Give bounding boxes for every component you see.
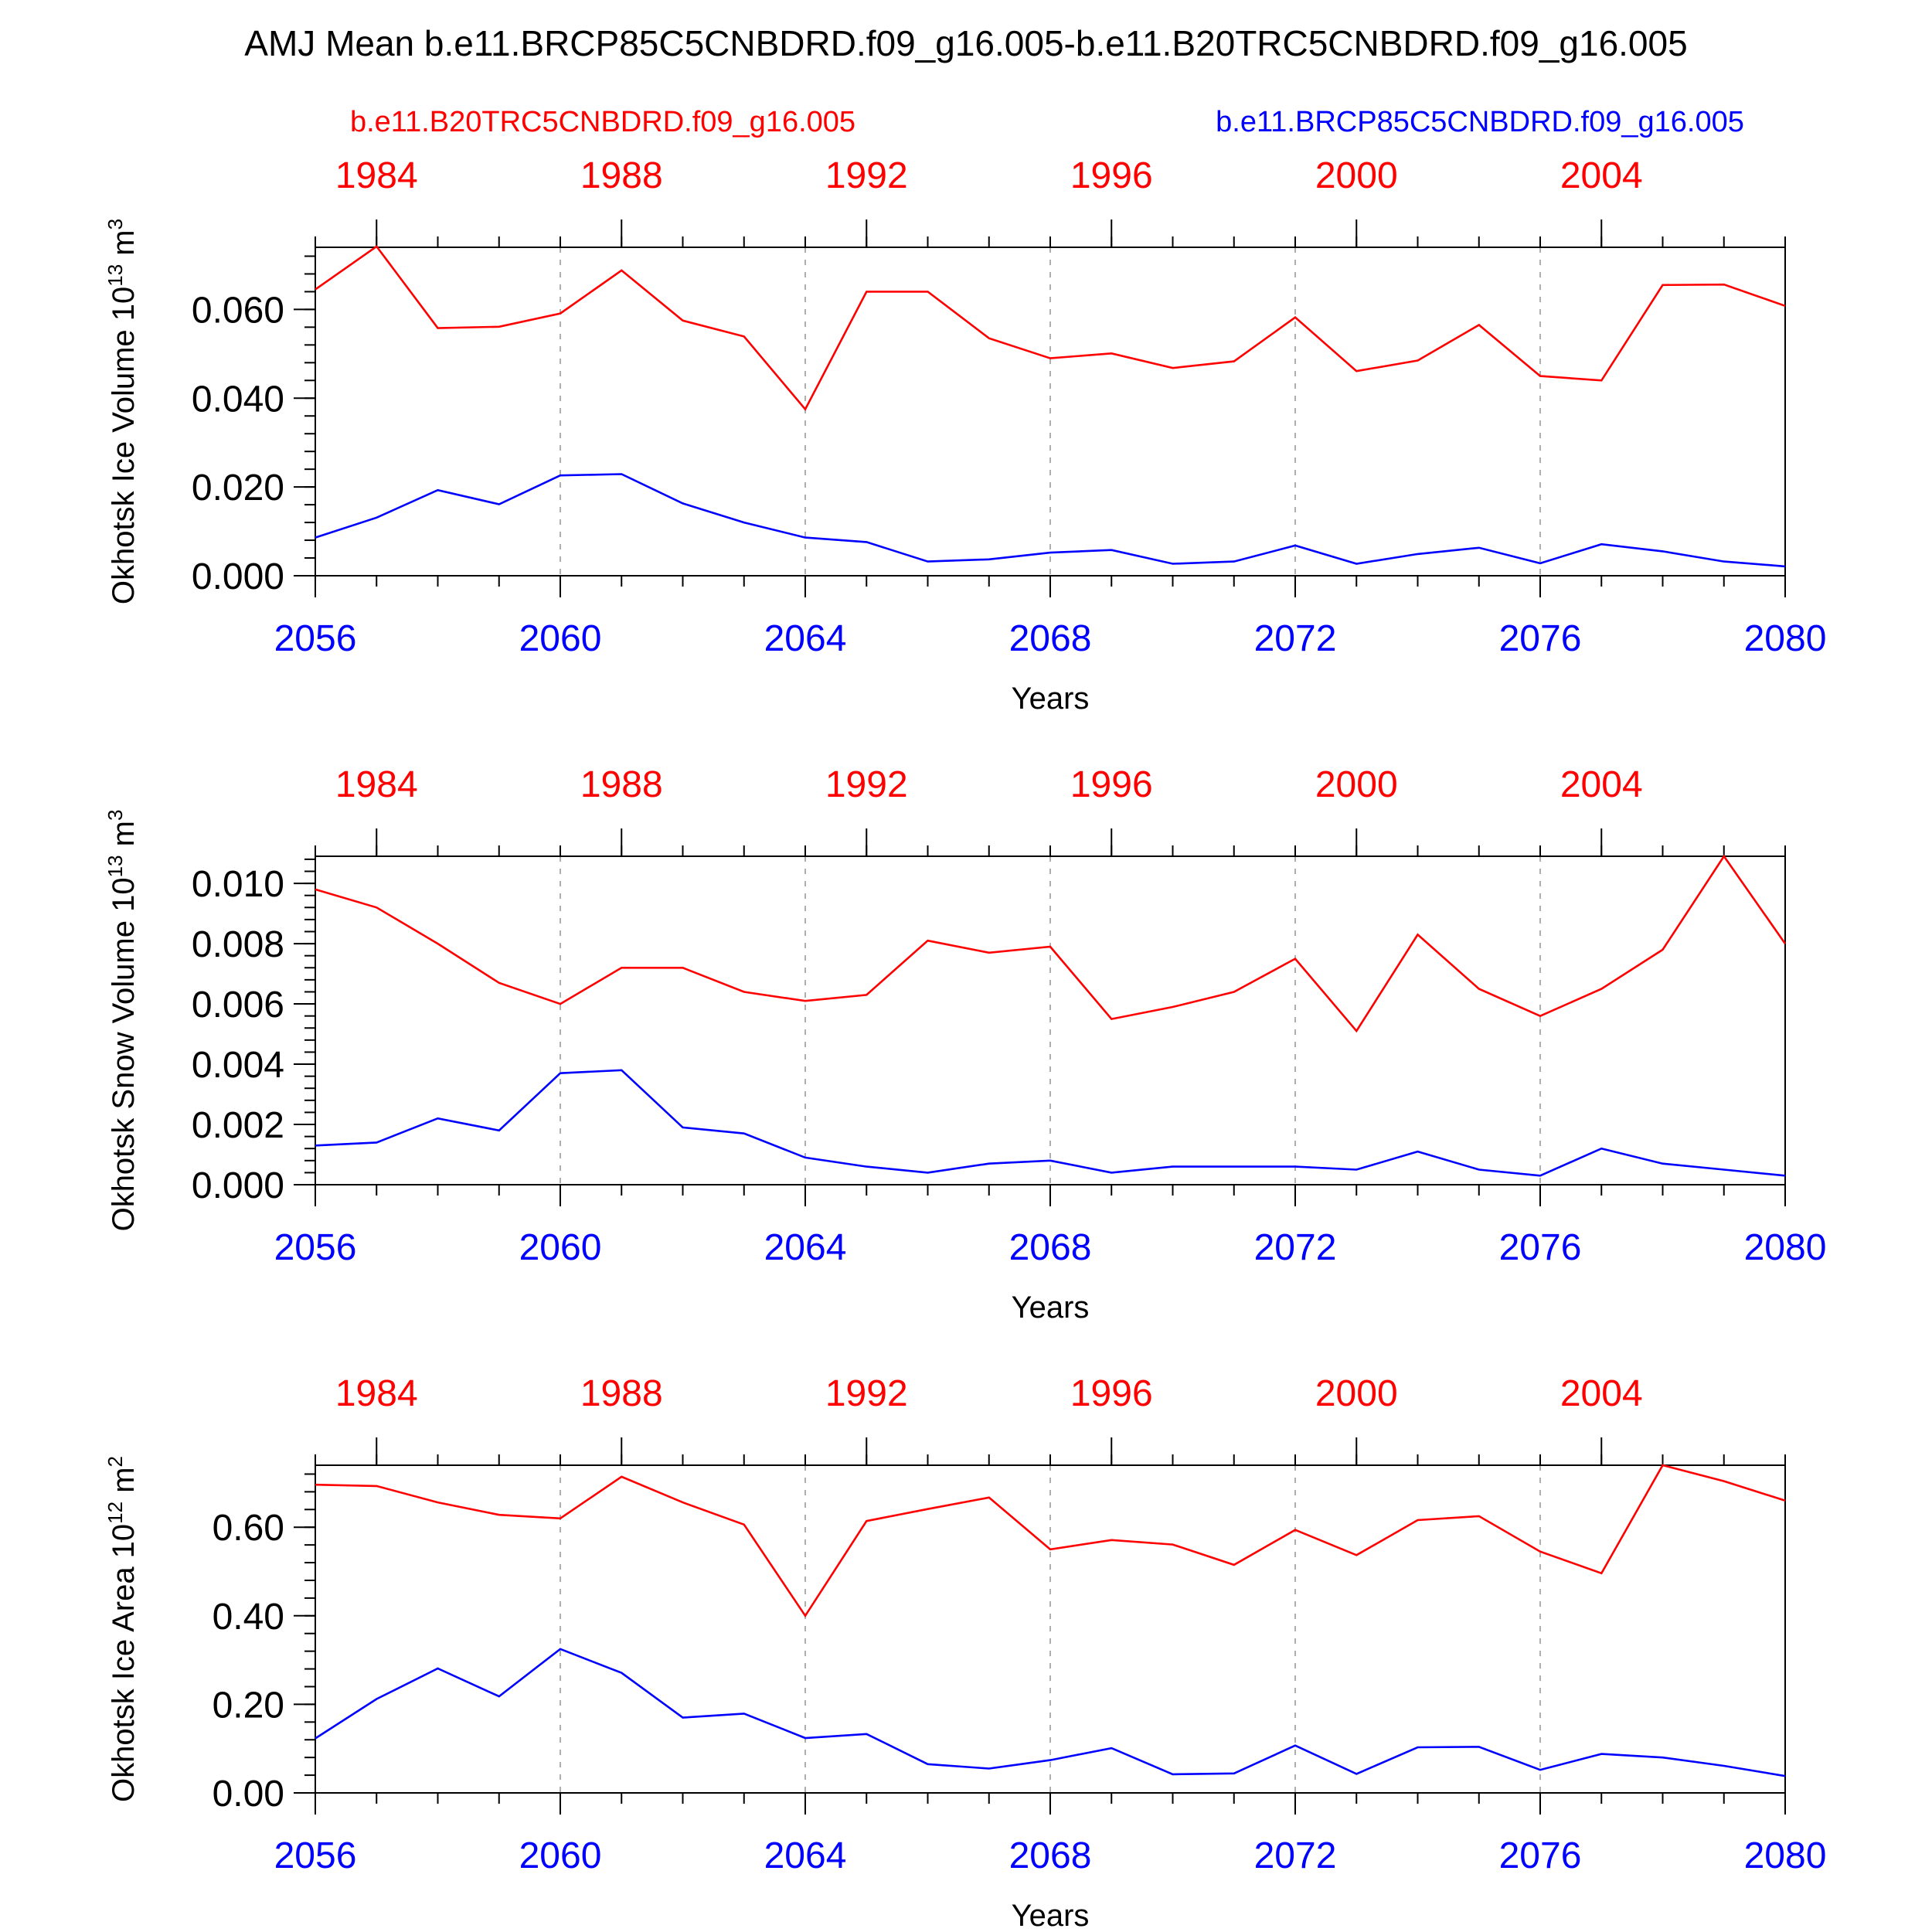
y-axis-label: Okhotsk Ice Volume 1013 m3 bbox=[104, 219, 141, 604]
series-line-future bbox=[315, 1069, 1786, 1177]
y-tick-label: 0.040 bbox=[192, 379, 284, 420]
x-bottom-tick-label: 2076 bbox=[1499, 1227, 1582, 1268]
x-bottom-tick-label: 2060 bbox=[519, 1835, 602, 1876]
x-top-tick-label: 2000 bbox=[1315, 155, 1398, 196]
y-axis-label: Okhotsk Snow Volume 1013 m3 bbox=[104, 810, 141, 1232]
y-axis-label: Okhotsk Ice Area 1012 m2 bbox=[104, 1456, 141, 1802]
y-tick-label: 0.000 bbox=[192, 1165, 284, 1206]
y-tick-label: 0.40 bbox=[213, 1597, 284, 1638]
y-tick-label: 0.20 bbox=[213, 1685, 284, 1726]
x-bottom-tick-label: 2056 bbox=[274, 618, 357, 659]
x-bottom-tick-label: 2068 bbox=[1009, 618, 1092, 659]
legend-future: b.e11.BRCP85C5CNBDRD.f09_g16.005 bbox=[1216, 106, 1744, 138]
x-bottom-tick-label: 2060 bbox=[519, 618, 602, 659]
x-top-tick-label: 1984 bbox=[335, 1373, 418, 1414]
x-bottom-tick-label: 2068 bbox=[1009, 1227, 1092, 1268]
x-top-tick-label: 1988 bbox=[580, 764, 663, 805]
x-top-tick-label: 2004 bbox=[1560, 1373, 1643, 1414]
y-tick-label: 0.060 bbox=[192, 290, 284, 331]
x-top-tick-label: 1992 bbox=[825, 764, 908, 805]
figure-title: AMJ Mean b.e11.BRCP85C5CNBDRD.f09_g16.00… bbox=[244, 23, 1687, 63]
x-axis-label: Years bbox=[1012, 682, 1090, 716]
chart-panel-2: 2056 2060 2064 2068 2072 2076 2080 Years 1984 198… bbox=[104, 764, 1826, 1325]
y-tick-label: 0.006 bbox=[192, 985, 284, 1026]
y-tick-label: 0.020 bbox=[192, 468, 284, 509]
x-top-tick-label: 2004 bbox=[1560, 764, 1643, 805]
x-axis-label: Years bbox=[1012, 1291, 1090, 1325]
x-top-tick-label: 1996 bbox=[1070, 155, 1153, 196]
y-tick-label: 0.004 bbox=[192, 1045, 284, 1086]
x-bottom-tick-label: 2064 bbox=[764, 618, 847, 659]
x-top-tick-label: 1984 bbox=[335, 155, 418, 196]
x-bottom-tick-label: 2064 bbox=[764, 1835, 847, 1876]
x-bottom-tick-label: 2068 bbox=[1009, 1835, 1092, 1876]
x-top-tick-label: 1988 bbox=[580, 155, 663, 196]
y-tick-label: 0.60 bbox=[213, 1508, 284, 1549]
series-line-historical bbox=[315, 245, 1786, 411]
x-top-tick-label: 2000 bbox=[1315, 764, 1398, 805]
x-bottom-tick-label: 2080 bbox=[1744, 1835, 1827, 1876]
x-bottom-tick-label: 2076 bbox=[1499, 1835, 1582, 1876]
y-tick-label: 0.002 bbox=[192, 1105, 284, 1146]
x-top-tick-label: 2004 bbox=[1560, 155, 1643, 196]
x-bottom-tick-label: 2072 bbox=[1254, 1227, 1337, 1268]
x-top-tick-label: 1984 bbox=[335, 764, 418, 805]
x-bottom-tick-label: 2072 bbox=[1254, 618, 1337, 659]
x-top-tick-label: 1996 bbox=[1070, 764, 1153, 805]
x-bottom-tick-label: 2056 bbox=[274, 1835, 357, 1876]
series-line-future bbox=[315, 1648, 1786, 1777]
x-bottom-tick-label: 2080 bbox=[1744, 1227, 1827, 1268]
y-tick-label: 0.010 bbox=[192, 864, 284, 905]
x-top-tick-label: 1988 bbox=[580, 1373, 663, 1414]
x-top-tick-label: 1992 bbox=[825, 1373, 908, 1414]
x-bottom-tick-label: 2080 bbox=[1744, 618, 1827, 659]
x-bottom-tick-label: 2072 bbox=[1254, 1835, 1337, 1876]
x-bottom-tick-label: 2060 bbox=[519, 1227, 602, 1268]
chart-panel-3: 2056 2060 2064 2068 2072 2076 2080 Years 1984 198… bbox=[104, 1373, 1826, 1932]
series-line-historical bbox=[315, 854, 1787, 1033]
y-tick-label: 0.008 bbox=[192, 924, 284, 965]
series-line-future bbox=[315, 473, 1786, 568]
x-axis-label: Years bbox=[1012, 1899, 1090, 1932]
legend-historical: b.e11.B20TRC5CNBDRD.f09_g16.005 bbox=[350, 106, 855, 138]
y-tick-label: 0.000 bbox=[192, 556, 284, 597]
x-bottom-tick-label: 2076 bbox=[1499, 618, 1582, 659]
x-top-tick-label: 2000 bbox=[1315, 1373, 1398, 1414]
y-tick-label: 0.00 bbox=[213, 1774, 284, 1815]
x-top-tick-label: 1992 bbox=[825, 155, 908, 196]
x-top-tick-label: 1996 bbox=[1070, 1373, 1153, 1414]
x-bottom-tick-label: 2056 bbox=[274, 1227, 357, 1268]
x-bottom-tick-label: 2064 bbox=[764, 1227, 847, 1268]
chart-panel-1: 2056 2060 2064 2068 2072 2076 2080 Years 1984 198… bbox=[104, 155, 1826, 716]
series-line-historical bbox=[315, 1464, 1786, 1618]
